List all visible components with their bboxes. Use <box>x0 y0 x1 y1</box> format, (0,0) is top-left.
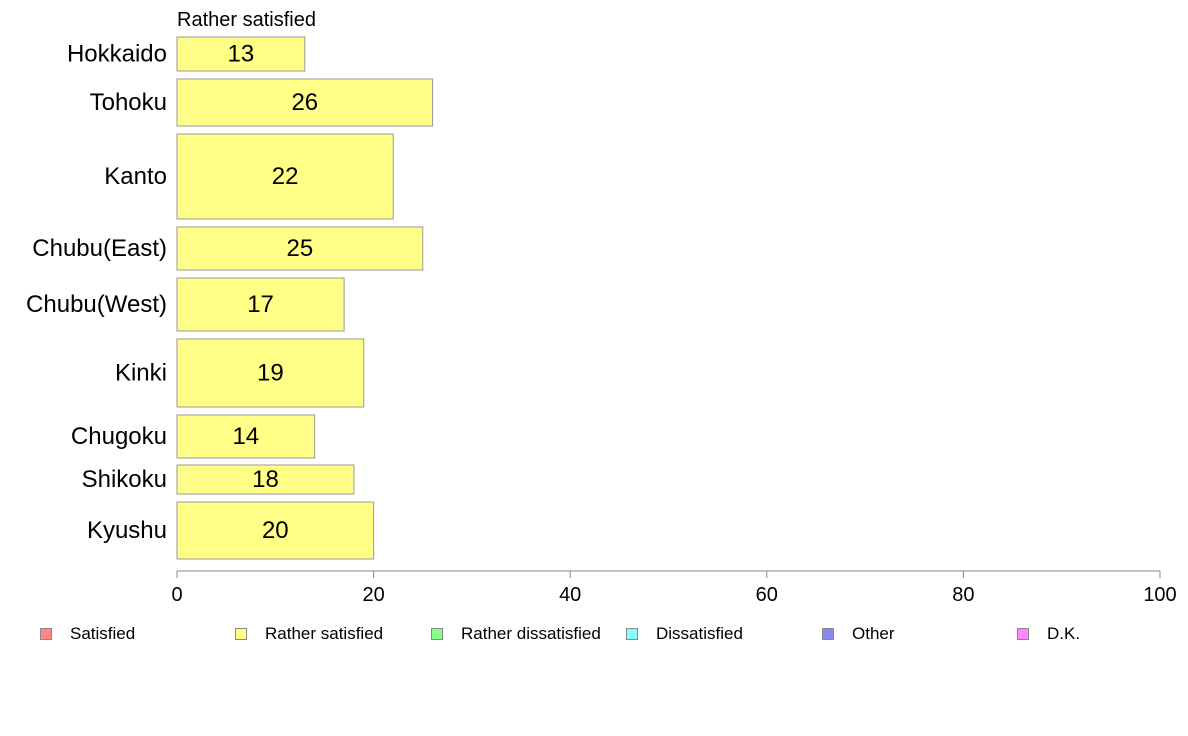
legend-swatch-rather-dissatisfied <box>431 628 443 640</box>
bar-chubu-east <box>176 226 424 271</box>
bar-shikoku <box>176 464 355 495</box>
category-label-kinki: Kinki <box>115 360 167 387</box>
legend-label-dissatisfied: Dissatisfied <box>656 624 743 643</box>
legend-item-other: Other <box>822 622 895 646</box>
bar-chugoku <box>176 414 316 459</box>
category-label-chugoku: Chugoku <box>71 423 167 450</box>
data-label-hokkaido: 13 <box>228 41 255 68</box>
legend-swatch-dissatisfied <box>626 628 638 640</box>
legend-item-dissatisfied: Dissatisfied <box>626 622 743 646</box>
category-label-chubu-west: Chubu(West) <box>26 291 167 318</box>
legend-item-rather-satisfied: Rather satisfied <box>235 622 383 646</box>
x-tick-label-40: 40 <box>559 584 581 606</box>
x-tick-label-0: 0 <box>171 584 182 606</box>
category-label-kanto: Kanto <box>104 163 167 190</box>
legend-swatch-other <box>822 628 834 640</box>
legend-label-rather-dissatisfied: Rather dissatisfied <box>461 624 601 643</box>
legend-label-other: Other <box>852 624 895 643</box>
legend-item-rather-dissatisfied: Rather dissatisfied <box>431 622 601 646</box>
category-label-hokkaido: Hokkaido <box>67 41 167 68</box>
bar-chubu-west <box>176 277 345 332</box>
data-label-chubu-west: 17 <box>247 291 274 318</box>
legend-label-rather-satisfied: Rather satisfied <box>265 624 384 643</box>
legend-item-satisfied: Satisfied <box>40 622 135 646</box>
legend-label-dk: D.K. <box>1047 624 1081 643</box>
bar-kyushu <box>176 501 375 560</box>
legend-swatch-dk <box>1017 628 1029 640</box>
data-label-chugoku: 14 <box>232 423 259 450</box>
legend-item-dk: D.K. <box>1017 622 1080 646</box>
legend-label-satisfied: Satisfied <box>70 624 136 643</box>
chart-title: Rather satisfied <box>177 9 316 31</box>
category-label-shikoku: Shikoku <box>82 466 167 493</box>
legend-swatch-rather-satisfied <box>235 628 247 640</box>
x-tick-label-20: 20 <box>362 584 384 606</box>
legend-swatch-satisfied <box>40 628 52 640</box>
data-label-kyushu: 20 <box>262 517 289 544</box>
data-label-shikoku: 18 <box>252 466 279 493</box>
data-label-chubu-east: 25 <box>287 235 314 262</box>
category-label-tohoku: Tohoku <box>90 89 167 116</box>
category-label-chubu-east: Chubu(East) <box>32 235 167 262</box>
x-tick-label-60: 60 <box>756 584 778 606</box>
data-label-kinki: 19 <box>257 360 284 387</box>
x-tick-label-100: 100 <box>1143 584 1176 606</box>
x-tick-label-80: 80 <box>952 584 974 606</box>
bar-tohoku <box>176 78 434 127</box>
bar-kanto <box>176 133 394 220</box>
data-label-kanto: 22 <box>272 163 299 190</box>
bar-hokkaido <box>176 36 306 72</box>
category-label-kyushu: Kyushu <box>87 517 167 544</box>
data-label-tohoku: 26 <box>291 89 318 116</box>
bar-kinki <box>176 338 365 408</box>
legend: Satisfied Rather satisfied Rather dissat… <box>0 622 1188 646</box>
